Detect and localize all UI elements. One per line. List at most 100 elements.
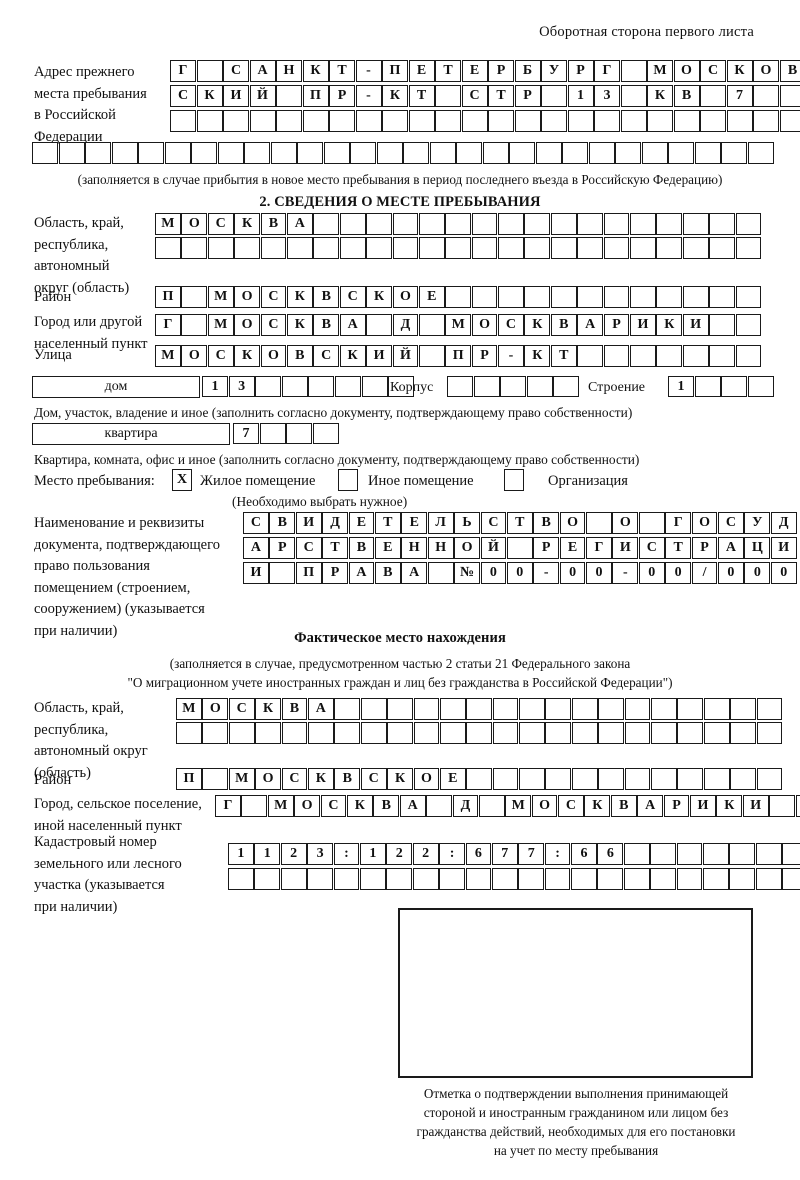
- prev-address-r1-cell-22[interactable]: К: [726, 60, 753, 82]
- section2-district-cell-12[interactable]: [445, 286, 472, 308]
- cadastral-r2-cell-17[interactable]: [650, 868, 677, 890]
- actual-region-row-2[interactable]: [176, 722, 783, 744]
- section2-region-r1-cell-11[interactable]: [418, 213, 445, 235]
- prev-address-r4-cell-10[interactable]: [270, 142, 297, 164]
- document-r2-cell-6[interactable]: Е: [374, 537, 401, 559]
- stroenie-cell-2[interactable]: [694, 376, 721, 397]
- section2-region-r1-cell-9[interactable]: [366, 213, 392, 235]
- section2-region-r2-cell-23[interactable]: [735, 237, 762, 259]
- actual-city-cell-4[interactable]: О: [294, 795, 320, 817]
- cadastral-r2-cell-14[interactable]: [571, 868, 597, 890]
- section2-street-cell-3[interactable]: С: [207, 345, 234, 367]
- actual-city-cell-22[interactable]: [769, 795, 795, 817]
- document-r2-cell-17[interactable]: Т: [665, 537, 692, 559]
- document-r1-cell-9[interactable]: Ь: [454, 512, 480, 534]
- section2-district-cell-23[interactable]: [735, 286, 762, 308]
- actual-district-cell-3[interactable]: М: [228, 768, 255, 790]
- actual-region-r2-cell-13[interactable]: [492, 722, 519, 744]
- actual-region-r1-cell-12[interactable]: [466, 698, 493, 720]
- actual-district-cell-20[interactable]: [677, 768, 704, 790]
- section2-city-cell-8[interactable]: А: [339, 314, 366, 336]
- section2-district-cell-9[interactable]: К: [366, 286, 392, 308]
- document-r2-cell-19[interactable]: А: [718, 537, 744, 559]
- prev-address-r3-cell-17[interactable]: [594, 110, 620, 132]
- prev-address-r2-cell-22[interactable]: 7: [726, 85, 753, 107]
- prev-address-r3-cell-13[interactable]: [488, 110, 514, 132]
- section2-city-cell-9[interactable]: [366, 314, 392, 336]
- section2-street-cell-4[interactable]: К: [234, 345, 260, 367]
- section2-region-r2-cell-22[interactable]: [709, 237, 735, 259]
- section2-region-r1-cell-17[interactable]: [577, 213, 604, 235]
- section2-street-cell-23[interactable]: [735, 345, 762, 367]
- document-r3-cell-9[interactable]: №: [454, 562, 480, 584]
- actual-district-cell-12[interactable]: [466, 768, 493, 790]
- section2-street-cell-11[interactable]: [418, 345, 445, 367]
- section2-region-r2-cell-16[interactable]: [550, 237, 577, 259]
- actual-region-r1-cell-21[interactable]: [703, 698, 730, 720]
- prev-address-row-4[interactable]: [32, 142, 774, 164]
- section2-city-cell-1[interactable]: Г: [155, 314, 181, 336]
- section2-region-r1-cell-19[interactable]: [630, 213, 656, 235]
- prev-address-r4-cell-13[interactable]: [350, 142, 376, 164]
- prev-address-r4-cell-22[interactable]: [588, 142, 615, 164]
- cadastral-r1-cell-17[interactable]: [650, 843, 677, 865]
- section2-street-cell-6[interactable]: В: [286, 345, 313, 367]
- korpus-cell-2[interactable]: [473, 376, 500, 397]
- cadastral-r2-cell-11[interactable]: [491, 868, 518, 890]
- document-r1-cell-11[interactable]: Т: [506, 512, 533, 534]
- section2-city-cell-11[interactable]: [418, 314, 445, 336]
- actual-district-cell-11[interactable]: Е: [439, 768, 466, 790]
- actual-region-r1-cell-14[interactable]: [519, 698, 545, 720]
- cadastral-r1-cell-9[interactable]: :: [439, 843, 465, 865]
- prev-address-r2-cell-13[interactable]: Т: [488, 85, 514, 107]
- document-r2-cell-16[interactable]: С: [638, 537, 665, 559]
- cadastral-r2-cell-9[interactable]: [439, 868, 465, 890]
- section2-city-cell-19[interactable]: И: [630, 314, 656, 336]
- confirmation-stamp-box[interactable]: [398, 908, 753, 1078]
- actual-region-r1-cell-23[interactable]: [756, 698, 783, 720]
- cadastral-r1-cell-13[interactable]: :: [544, 843, 571, 865]
- section2-district-cell-19[interactable]: [630, 286, 656, 308]
- document-r2-cell-10[interactable]: Й: [480, 537, 507, 559]
- prev-address-r3-cell-21[interactable]: [700, 110, 726, 132]
- actual-region-r2-cell-17[interactable]: [598, 722, 625, 744]
- section2-district-cell-10[interactable]: О: [392, 286, 419, 308]
- section2-street-cell-12[interactable]: П: [445, 345, 472, 367]
- prev-address-r4-cell-3[interactable]: [85, 142, 111, 164]
- section2-city-cell-23[interactable]: [735, 314, 762, 336]
- stroenie-cells[interactable]: 1: [668, 376, 774, 397]
- section2-street-cell-1[interactable]: М: [155, 345, 181, 367]
- prev-address-r1-cell-2[interactable]: [196, 60, 223, 82]
- prev-address-r3-cell-6[interactable]: [302, 110, 329, 132]
- section2-city-cell-20[interactable]: К: [656, 314, 683, 336]
- actual-region-r2-cell-15[interactable]: [545, 722, 572, 744]
- house-cell-4[interactable]: [281, 376, 308, 397]
- prev-address-r1-cell-17[interactable]: Г: [594, 60, 620, 82]
- prev-address-r2-cell-3[interactable]: И: [223, 85, 249, 107]
- actual-city-cell-7[interactable]: В: [373, 795, 400, 817]
- actual-city-cell-15[interactable]: К: [584, 795, 611, 817]
- section2-region-r2-cell-21[interactable]: [682, 237, 709, 259]
- prev-address-r2-cell-21[interactable]: [700, 85, 726, 107]
- section2-region-r2-cell-19[interactable]: [630, 237, 656, 259]
- actual-city-cell-17[interactable]: А: [637, 795, 664, 817]
- cadastral-r2-cell-1[interactable]: [228, 868, 254, 890]
- cadastral-r2-cell-8[interactable]: [412, 868, 439, 890]
- cadastral-r2-cell-12[interactable]: [518, 868, 545, 890]
- section2-street-cell-21[interactable]: [682, 345, 709, 367]
- actual-region-r1-cell-6[interactable]: А: [307, 698, 334, 720]
- document-r2-cell-20[interactable]: Ц: [744, 537, 771, 559]
- house-cell-6[interactable]: [334, 376, 361, 397]
- cadastral-r2-cell-5[interactable]: [333, 868, 360, 890]
- actual-region-r2-cell-12[interactable]: [466, 722, 493, 744]
- document-r2-cell-5[interactable]: В: [348, 537, 375, 559]
- document-r2-cell-7[interactable]: Н: [401, 537, 428, 559]
- actual-city-cell-18[interactable]: Р: [663, 795, 690, 817]
- actual-region-r2-cell-4[interactable]: [255, 722, 281, 744]
- actual-city-cell-10[interactable]: Д: [452, 795, 479, 817]
- document-r3-cell-14[interactable]: 0: [586, 562, 612, 584]
- prev-address-r3-cell-10[interactable]: [408, 110, 435, 132]
- document-r1-cell-10[interactable]: С: [480, 512, 507, 534]
